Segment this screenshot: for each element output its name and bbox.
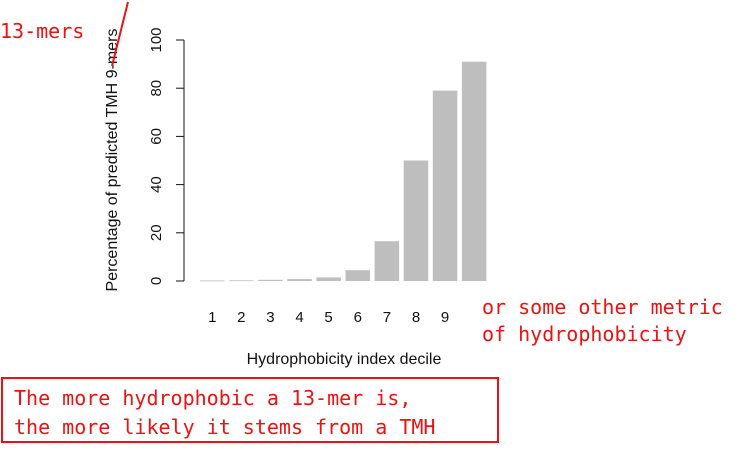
bar-10 [461, 61, 487, 282]
bar-2 [229, 280, 254, 282]
x-axis-label: Hydrophobicity index decile [247, 351, 442, 368]
y-tick-label: 80 [148, 80, 165, 97]
conclusion-line-1: The more hydrophobic a 13-mer is, [14, 386, 411, 410]
x-tick-label: 1 [208, 309, 216, 326]
y-tick-label: 20 [148, 224, 165, 241]
x-tick-label: 8 [412, 309, 420, 326]
y-axis-label: Percentage of predicted TMH 9-mers [104, 29, 121, 292]
bar-3 [258, 279, 283, 281]
conclusion-box [1, 377, 499, 443]
bar-5 [316, 277, 341, 281]
y-tick-label: 40 [148, 176, 165, 193]
x-tick-label: 3 [266, 309, 274, 326]
y-ticks: 0 20 40 60 80 100 [148, 27, 184, 285]
x-tick-label: 5 [324, 309, 332, 326]
strikethrough-mark [111, 1, 129, 67]
correction-annotation: 13-mers [0, 19, 84, 43]
y-tick-label: 100 [148, 27, 165, 52]
x-tick-label: 2 [237, 309, 245, 326]
side-note-line-2: of hydrophobicity [482, 322, 687, 346]
x-tick-label: 6 [354, 309, 362, 326]
x-tick-labels: 1 2 3 4 5 6 7 8 9 [208, 309, 449, 326]
x-tick-label: 4 [295, 309, 303, 326]
side-note-line-1: or some other metric [482, 295, 723, 319]
y-tick-label: 0 [148, 277, 165, 285]
bar-8 [403, 160, 429, 281]
y-tick-label: 60 [148, 128, 165, 145]
y-axis: 0 20 40 60 80 100 [148, 27, 185, 285]
conclusion-line-2: the more likely it stems from a TMH [14, 415, 435, 439]
bar-6 [345, 270, 370, 281]
bar-1 [200, 280, 225, 282]
x-tick-label: 7 [383, 309, 391, 326]
bars-group [200, 61, 487, 282]
x-tick-label: 9 [441, 309, 449, 326]
bar-7 [374, 241, 400, 281]
bar-9 [432, 90, 458, 281]
bar-4 [287, 279, 312, 281]
